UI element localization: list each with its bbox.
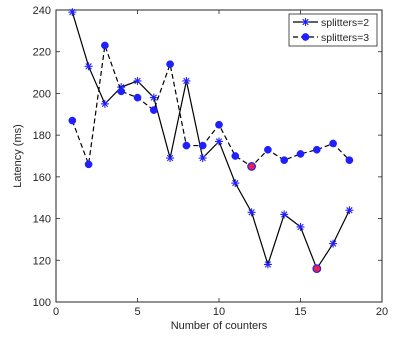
data-point	[182, 141, 191, 150]
data-point	[329, 239, 338, 248]
plot-area	[55, 9, 383, 303]
data-point	[231, 179, 240, 188]
data-point	[198, 141, 207, 150]
data-point	[182, 76, 191, 85]
data-point	[345, 156, 354, 165]
x-tick-label: 15	[294, 306, 306, 318]
data-point	[329, 139, 337, 148]
y-tick-label: 140	[33, 214, 51, 226]
highlighted-point	[247, 162, 257, 171]
y-tick-label: 120	[33, 255, 51, 267]
data-point	[215, 120, 223, 129]
legend-label: splitters=3	[321, 32, 369, 44]
legend-marker	[301, 33, 310, 41]
data-point	[149, 106, 158, 114]
data-point	[247, 208, 256, 217]
data-point	[100, 99, 109, 108]
y-axis-label: Latency (ms)	[12, 124, 24, 188]
y-tick-label: 240	[33, 5, 51, 17]
data-point	[149, 93, 158, 102]
data-point	[133, 76, 142, 85]
data-point	[296, 150, 305, 158]
axis-ticks: 0 5 10 15 20 100 120 140 160 180 200 220 240	[33, 5, 388, 318]
data-point	[215, 137, 223, 146]
legend-entry: splitters=3	[293, 32, 369, 44]
data-point	[280, 210, 289, 219]
data-point	[231, 152, 240, 160]
data-point	[166, 154, 175, 163]
data-point	[296, 222, 305, 231]
legend: splitters=2 splitters=3	[288, 13, 378, 47]
x-axis-label: Number of counters	[171, 320, 268, 332]
data-point	[133, 93, 142, 102]
data-point	[263, 260, 272, 269]
highlighted-point	[312, 264, 322, 274]
data-point	[345, 206, 354, 215]
series-layer	[68, 8, 354, 274]
legend-box	[288, 13, 378, 47]
data-point	[117, 87, 126, 96]
y-tick-label: 220	[33, 47, 51, 59]
data-point	[166, 60, 174, 69]
x-tick-label: 0	[53, 306, 59, 318]
data-point	[264, 145, 272, 154]
y-tick-label: 200	[33, 88, 51, 100]
data-point	[84, 160, 93, 169]
data-point	[312, 145, 321, 154]
y-tick-label: 160	[33, 172, 51, 184]
x-tick-label: 20	[376, 306, 388, 318]
y-tick-label: 180	[33, 130, 51, 142]
series-splitters=3	[68, 41, 354, 171]
x-tick-label: 10	[213, 306, 225, 318]
y-tick-label: 100	[33, 297, 51, 309]
data-point	[68, 116, 77, 125]
data-point	[68, 8, 77, 17]
legend-marker	[301, 18, 310, 26]
data-point	[198, 154, 207, 163]
legend-label: splitters=2	[321, 17, 369, 29]
x-tick-label: 5	[134, 306, 140, 318]
legend-entry: splitters=2	[293, 17, 369, 29]
data-point	[84, 62, 93, 71]
data-point	[280, 156, 289, 165]
data-point	[101, 41, 109, 50]
